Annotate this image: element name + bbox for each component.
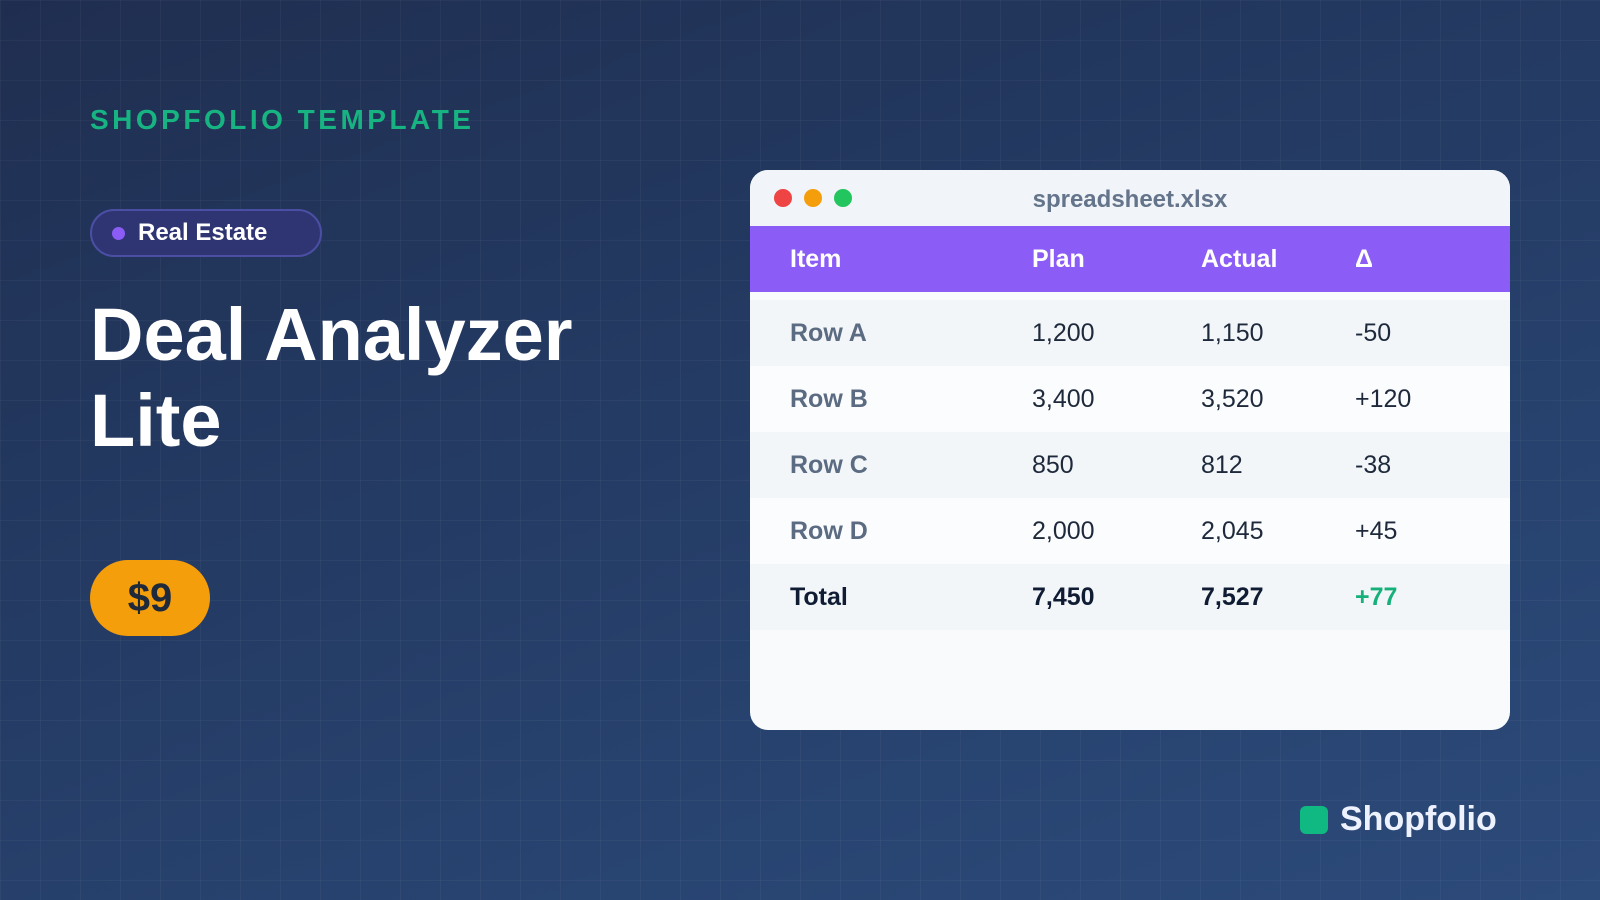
window-bar: spreadsheet.xlsx: [750, 170, 1510, 226]
filename: spreadsheet.xlsx: [1032, 186, 1228, 213]
total-cell: Total: [750, 564, 1031, 630]
table-cell: 2,000: [1031, 498, 1200, 564]
column-header: Actual: [1200, 226, 1354, 296]
table-cell: 2,045: [1200, 498, 1354, 564]
table-cell: +120: [1354, 366, 1510, 432]
column-header: Item: [750, 226, 1031, 296]
brand: Shopfolio: [1300, 800, 1497, 839]
table-body: Row A 1,200 1,150 -50 Row B 3,400 3,520 +120 Row…: [750, 292, 1510, 630]
product-title: Deal Analyzer Lite: [90, 293, 573, 462]
table-cell: Row A: [750, 292, 1031, 366]
close-light: [774, 189, 792, 207]
header-row: Item Plan Actual Δ: [750, 226, 1510, 296]
total-cell: +77: [1354, 564, 1510, 630]
table-cell: +45: [1354, 498, 1510, 564]
table-cell: Row B: [750, 366, 1031, 432]
table-cell: 850: [1031, 432, 1200, 498]
tag-dot: [112, 227, 125, 240]
total-cell: 7,450: [1031, 564, 1200, 630]
table-row: Row A 1,200 1,150 -50: [750, 292, 1510, 366]
table-head: Item Plan Actual Δ: [750, 226, 1510, 296]
table-cell: 3,520: [1200, 366, 1354, 432]
table-cell: -38: [1354, 432, 1510, 498]
table-row: Row C 850 812 -38: [750, 432, 1510, 498]
tag-text: Real Estate: [138, 219, 268, 246]
table-cell: 1,200: [1031, 292, 1200, 366]
category-tag: Real Estate: [90, 209, 322, 257]
table-cell: 812: [1200, 432, 1354, 498]
eyebrow: SHOPFOLIO TEMPLATE: [90, 104, 475, 135]
table-cell: -50: [1354, 292, 1510, 366]
table-row: Row B 3,400 3,520 +120: [750, 366, 1510, 432]
brand-name: Shopfolio: [1340, 800, 1497, 838]
table-cell: Row D: [750, 498, 1031, 564]
spreadsheet-window: spreadsheet.xlsx Item Plan Actual Δ Row A 1,…: [750, 170, 1510, 730]
brand-logo: [1300, 806, 1328, 834]
table-row: Row D 2,000 2,045 +45: [750, 498, 1510, 564]
column-header: Plan: [1031, 226, 1200, 296]
table-cell: 3,400: [1031, 366, 1200, 432]
maximize-light: [834, 189, 852, 207]
price-badge: $9: [90, 560, 210, 636]
column-header: Δ: [1354, 226, 1510, 296]
table-cell: 1,150: [1200, 292, 1354, 366]
minimize-light: [804, 189, 822, 207]
table-cell: Row C: [750, 432, 1031, 498]
total-cell: 7,527: [1200, 564, 1354, 630]
total-row: Total 7,450 7,527 +77: [750, 564, 1510, 630]
